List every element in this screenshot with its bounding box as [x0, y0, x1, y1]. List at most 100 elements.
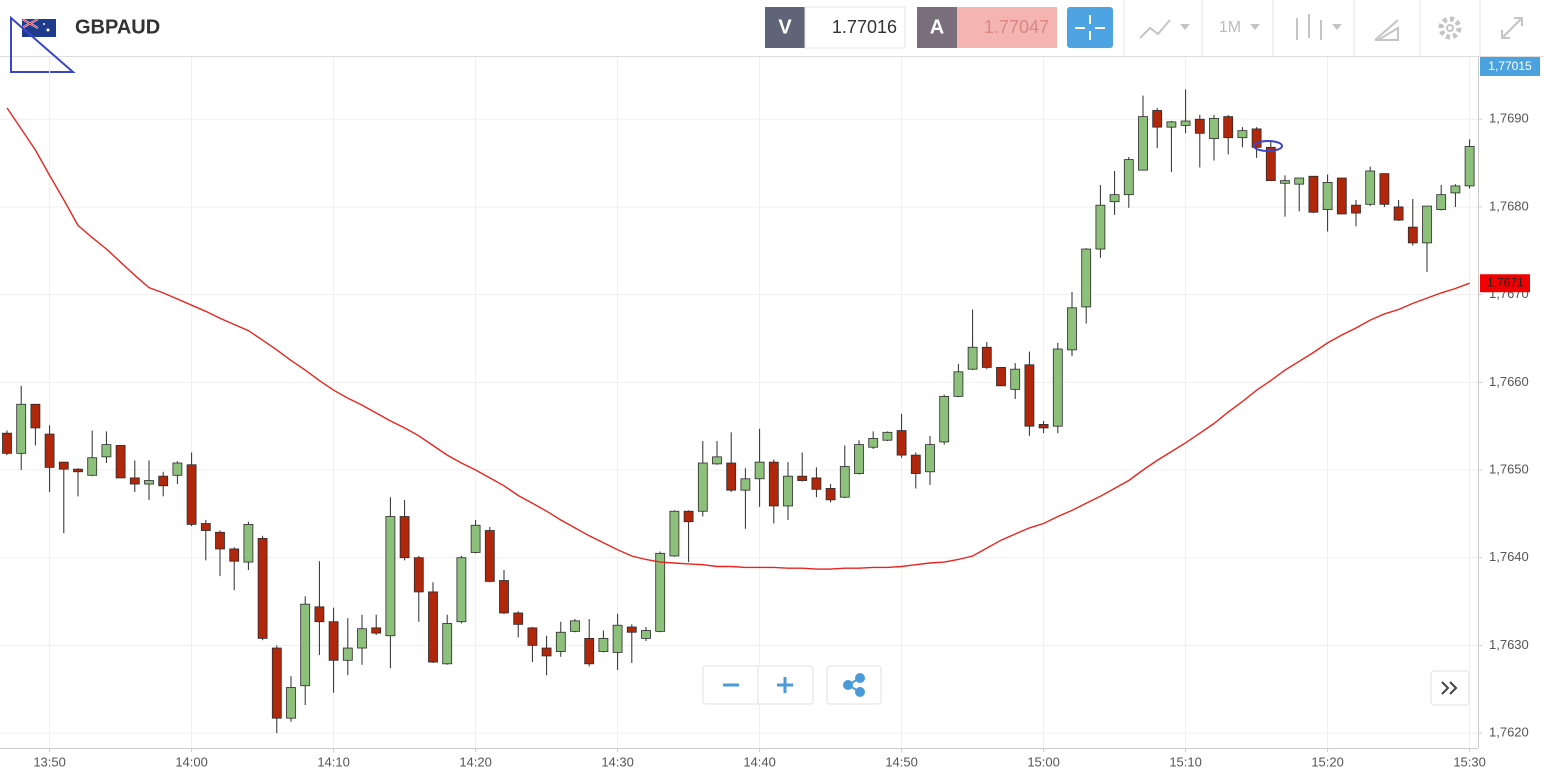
candle-body — [115, 445, 126, 479]
price-badge — [1480, 57, 1540, 76]
fullscreen-icon[interactable] — [1501, 17, 1523, 39]
candle-body — [456, 557, 467, 623]
candle-body — [1095, 204, 1106, 250]
y-tick-label: 1,7650 — [1489, 461, 1529, 476]
x-tick-label: 14:50 — [885, 754, 918, 769]
candle-body — [172, 462, 183, 476]
flag-icon — [21, 18, 56, 37]
ask-label[interactable]: A — [930, 16, 944, 38]
settings-icon[interactable] — [1438, 16, 1462, 40]
settings-icon-center — [1446, 24, 1454, 32]
candle-body — [584, 637, 595, 665]
candle-body — [1407, 226, 1418, 244]
x-tick-label: 15:00 — [1027, 754, 1060, 769]
x-tick-label: 13:50 — [33, 754, 66, 769]
candle-body — [1166, 121, 1177, 128]
candle-body — [44, 433, 55, 468]
scroll-end-icon — [1441, 681, 1458, 695]
candle-body — [1194, 118, 1205, 134]
candle-body — [271, 647, 282, 719]
crosshair-button[interactable] — [1067, 7, 1113, 48]
candle-body — [555, 631, 566, 652]
candle-body — [215, 531, 225, 550]
toolbar-dividers — [1123, 0, 1481, 56]
ask-price[interactable]: 1.77047 — [984, 17, 1049, 37]
candle-body — [1223, 116, 1234, 139]
candle-body — [1464, 146, 1475, 187]
bid-label[interactable]: V — [778, 16, 792, 38]
candle-body — [399, 516, 410, 559]
candle-body — [527, 627, 538, 646]
y-tick-label: 1,7680 — [1489, 198, 1529, 213]
candle-body — [484, 530, 495, 582]
candle-body — [1081, 248, 1092, 308]
candle-body — [754, 461, 765, 480]
candle-body — [570, 620, 580, 632]
zoom-in[interactable] — [777, 677, 793, 693]
indicator-icon[interactable] — [1139, 19, 1171, 39]
candle-body — [385, 516, 396, 637]
candle-body — [740, 478, 751, 491]
dropdown-icon[interactable] — [1250, 24, 1260, 30]
candle-body — [30, 403, 41, 429]
candle-body — [683, 510, 694, 523]
candle-body — [129, 477, 140, 485]
candle-body — [1123, 159, 1134, 196]
drawn-ellipse — [1253, 140, 1283, 152]
grid — [0, 57, 1478, 748]
candle-body — [87, 457, 98, 476]
candle-body — [1109, 194, 1120, 203]
candle-body — [300, 603, 311, 687]
dropdown-icon[interactable] — [1180, 24, 1190, 30]
ask-box[interactable] — [957, 7, 1057, 48]
candle-body — [1450, 185, 1461, 194]
bid-price[interactable]: 1.77016 — [832, 17, 897, 37]
share-icon — [843, 673, 865, 697]
scroll-end-button[interactable] — [1430, 670, 1470, 706]
candle-body — [371, 627, 382, 634]
candle-body — [186, 464, 197, 525]
share-button[interactable] — [826, 665, 882, 705]
candle-body — [1010, 368, 1021, 390]
candle-body — [1280, 180, 1290, 184]
candle-body — [158, 475, 169, 487]
candle-body — [499, 580, 509, 614]
x-tick-label: 15:30 — [1453, 754, 1486, 769]
candle-body — [2, 432, 12, 454]
axes: 1,76201,76301,76401,76501,76601,76701,76… — [33, 57, 1540, 769]
candle-body — [655, 552, 666, 632]
bid-box[interactable] — [804, 6, 906, 49]
y-tick-label: 1,7640 — [1489, 549, 1529, 564]
candle-body — [243, 523, 254, 563]
x-tick-label: 14:40 — [743, 754, 776, 769]
candle-body — [1336, 177, 1347, 215]
candle-body — [811, 477, 822, 490]
draw-icon[interactable] — [1374, 19, 1399, 41]
candle-body — [413, 557, 424, 593]
candle-body — [598, 637, 609, 652]
candle-icon[interactable] — [1296, 14, 1322, 40]
candle-body — [783, 475, 793, 507]
candle-body — [641, 630, 651, 639]
candle-body — [1265, 146, 1276, 182]
drawn-triangle — [10, 15, 76, 73]
ask-label-box[interactable] — [917, 7, 957, 48]
candle-body — [200, 523, 211, 531]
candle-body — [1436, 194, 1447, 210]
candle-body — [896, 430, 907, 456]
bid-label-box[interactable] — [765, 7, 805, 48]
candle-body — [101, 444, 112, 458]
dropdown-icon[interactable] — [1332, 24, 1342, 30]
moving-average-line — [6, 107, 1470, 570]
candle-body — [16, 403, 27, 454]
candle-body — [1351, 204, 1361, 214]
timeframe[interactable]: 1M — [1219, 19, 1241, 36]
candle-body — [1365, 170, 1376, 205]
instrument: GBPAUD — [75, 16, 160, 38]
candle-body — [229, 548, 240, 562]
candle-body — [1294, 177, 1305, 185]
candle-body — [257, 538, 268, 639]
candle-body — [797, 475, 808, 481]
candle-body — [442, 623, 453, 665]
